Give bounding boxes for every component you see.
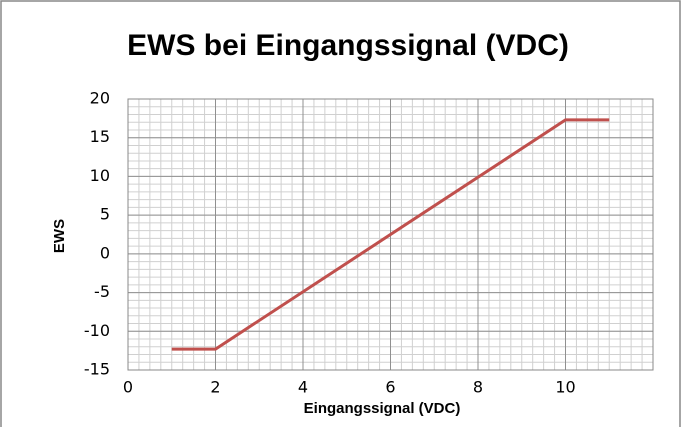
x-axis-label: Eingangssignal (VDC) [304, 400, 461, 417]
y-tick-label: -15 [84, 360, 110, 379]
x-tick-label: 0 [123, 378, 133, 397]
y-tick-label: -5 [94, 282, 110, 301]
y-axis-label: EWS [51, 219, 68, 253]
x-tick-label: 8 [473, 378, 483, 397]
y-tick-label: 5 [100, 205, 110, 224]
y-tick-label: 10 [90, 166, 110, 185]
data-line [171, 118, 610, 351]
x-tick-label: 6 [385, 378, 395, 397]
y-tick-label: 20 [90, 89, 110, 108]
x-tick-label: 2 [210, 378, 220, 397]
x-tick-label: 10 [555, 378, 575, 397]
y-tick-label: -10 [84, 321, 110, 340]
y-tick-label: 15 [90, 127, 110, 146]
y-tick-label: 0 [100, 243, 110, 262]
x-tick-label: 4 [298, 378, 308, 397]
chart-title: EWS bei Eingangssignal (VDC) [127, 29, 569, 62]
plot-border [127, 98, 654, 371]
